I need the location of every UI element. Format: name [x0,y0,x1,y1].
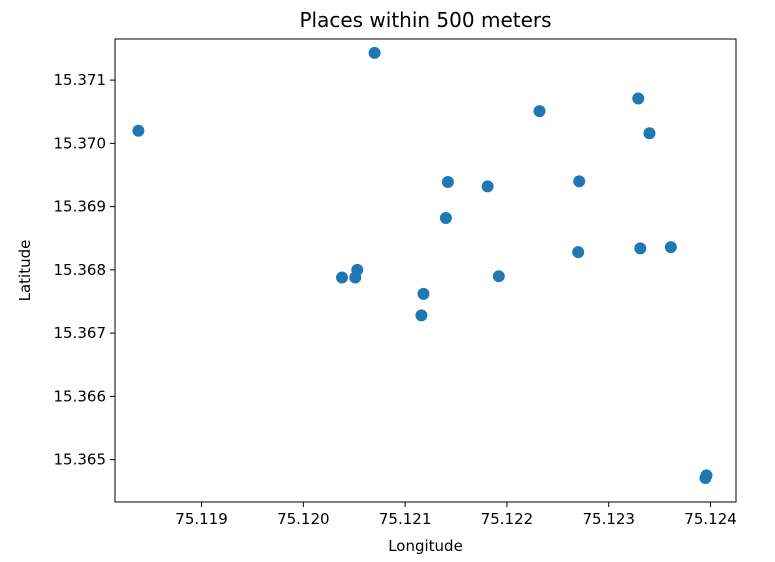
data-point [415,309,428,322]
y-axis-label: Latitude [16,240,34,302]
data-point [336,271,349,284]
data-point [439,212,452,225]
x-tick-label: 75.119 [175,510,228,528]
y-tick-label: 15.366 [54,387,107,405]
x-tick-label: 75.121 [379,510,432,528]
plot-area: 75.119 75.120 75.121 75.122 75.123 75.124 15.3… [54,38,737,528]
data-point [368,46,381,59]
data-point [132,124,145,137]
x-tick-label: 75.123 [582,510,635,528]
x-tick-label: 75.124 [684,510,737,528]
data-point [664,241,677,254]
y-tick-label: 15.367 [54,324,107,342]
data-point [700,469,713,482]
y-tick-label: 15.365 [54,451,107,469]
data-point [632,92,645,105]
x-tick-label: 75.120 [277,510,330,528]
y-tick-label: 15.369 [54,198,107,216]
plot-frame [114,38,737,503]
x-tick-label: 75.122 [481,510,534,528]
data-point [572,246,585,259]
data-point [492,270,505,283]
chart-title: Places within 500 meters [299,8,551,32]
y-tick-label: 15.368 [54,261,107,279]
data-point [417,287,430,300]
y-tick-label: 15.370 [54,134,107,152]
data-point [481,180,494,193]
data-point [573,175,586,188]
data-point [351,263,364,276]
data-point [441,175,454,188]
data-point [533,105,546,118]
data-point [643,127,656,140]
x-axis-label: Longitude [388,537,463,555]
data-point [634,242,647,255]
y-tick-label: 15.371 [54,71,107,89]
